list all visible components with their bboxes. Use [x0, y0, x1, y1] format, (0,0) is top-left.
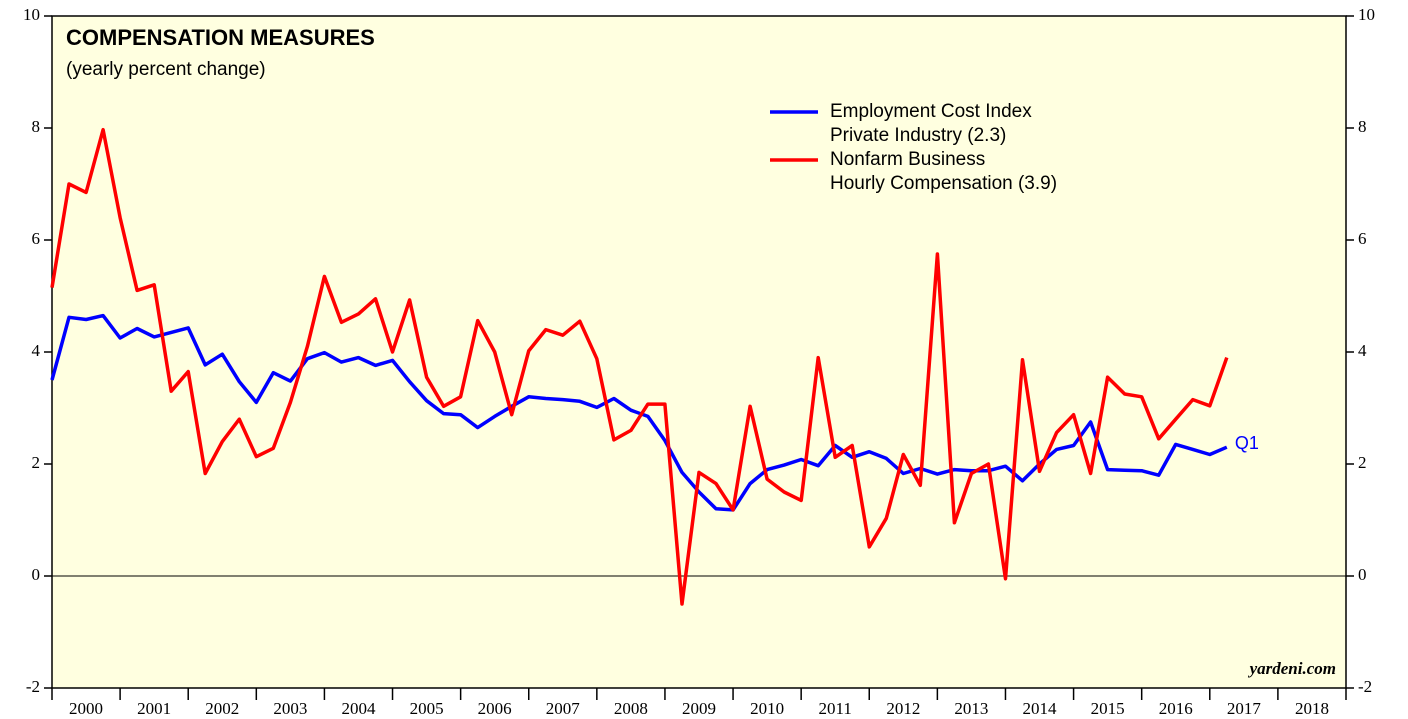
x-tick-label: 2016	[1159, 699, 1193, 718]
y2-tick-label: 8	[1358, 117, 1367, 136]
y-tick-label: 10	[23, 5, 40, 24]
legend-label: Hourly Compensation (3.9)	[830, 173, 1057, 194]
x-tick-label: 2008	[614, 699, 648, 718]
x-tick-label: 2014	[1023, 699, 1058, 718]
legend-label: Private Industry (2.3)	[830, 125, 1006, 146]
x-tick-label: 2013	[954, 699, 988, 718]
x-tick-label: 2010	[750, 699, 784, 718]
legend-label: Employment Cost Index	[830, 101, 1032, 122]
y2-tick-label: -2	[1358, 677, 1372, 696]
x-tick-label: 2005	[410, 699, 444, 718]
end-label: Q1	[1235, 433, 1259, 453]
plot-area	[51, 15, 1347, 689]
chart-subtitle: (yearly percent change)	[66, 59, 266, 80]
x-tick-label: 2012	[886, 699, 920, 718]
y2-tick-label: 0	[1358, 565, 1367, 584]
x-tick-label: 2009	[682, 699, 716, 718]
y2-tick-label: 10	[1358, 5, 1375, 24]
y-tick-label: 4	[32, 341, 41, 360]
chart-title: COMPENSATION MEASURES	[66, 25, 375, 50]
x-tick-label: 2004	[341, 699, 376, 718]
y-tick-label: 6	[32, 229, 41, 248]
source: yardeni.com	[1248, 659, 1336, 678]
y2-tick-label: 2	[1358, 453, 1367, 472]
x-tick-label: 2006	[478, 699, 512, 718]
x-tick-label: 2003	[273, 699, 307, 718]
x-tick-label: 2000	[69, 699, 103, 718]
x-tick-label: 2018	[1295, 699, 1329, 718]
y-tick-label: -2	[26, 677, 40, 696]
y-tick-label: 8	[32, 117, 41, 136]
x-tick-label: 2017	[1227, 699, 1262, 718]
x-tick-label: 2007	[546, 699, 581, 718]
y2-tick-label: 4	[1358, 341, 1367, 360]
x-tick-label: 2002	[205, 699, 239, 718]
y2-tick-label: 6	[1358, 229, 1367, 248]
series-line	[50, 313, 1228, 512]
legend-label: Nonfarm Business	[830, 149, 985, 170]
x-tick-label: 2001	[137, 699, 171, 718]
series-line	[50, 127, 1229, 606]
y-tick-label: 2	[32, 453, 41, 472]
x-tick-label: 2011	[819, 699, 852, 718]
x-tick-label: 2015	[1091, 699, 1125, 718]
y-tick-label: 0	[32, 565, 41, 584]
